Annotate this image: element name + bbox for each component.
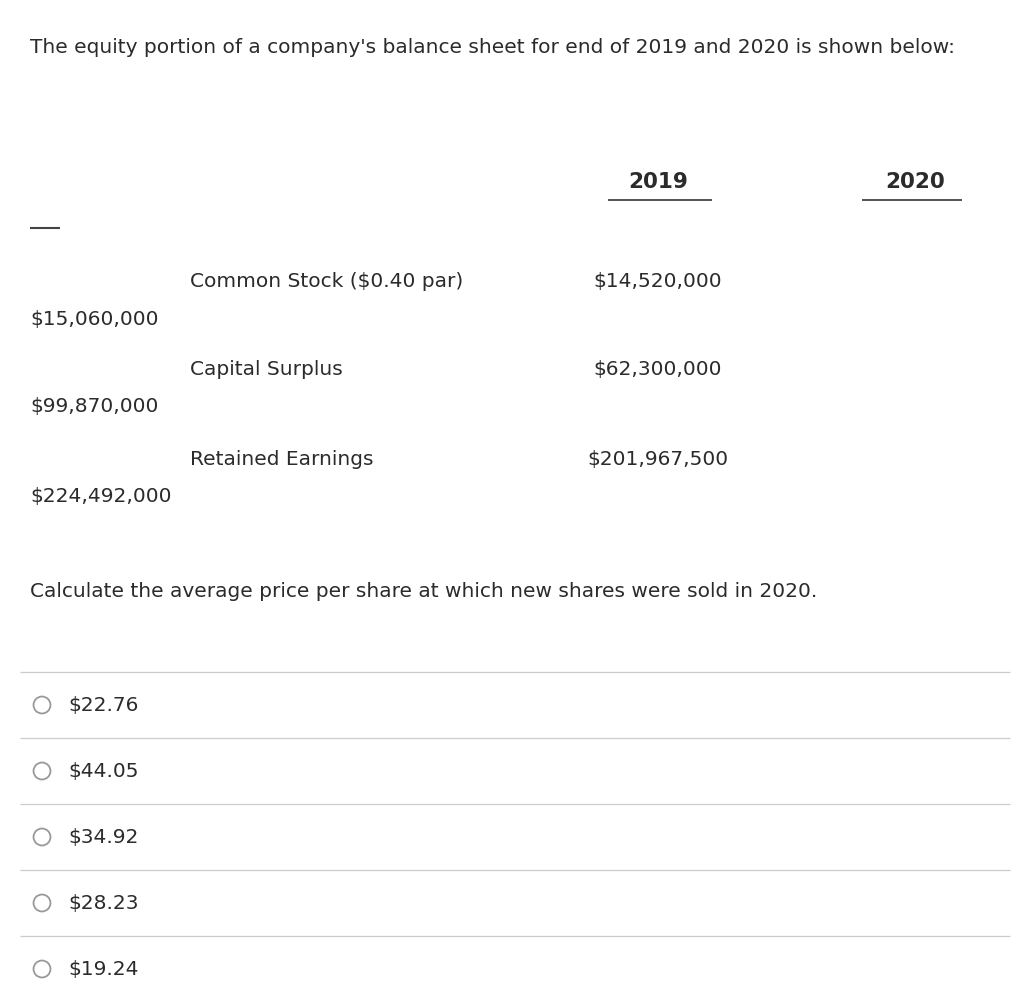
Text: Retained Earnings: Retained Earnings [190,450,374,469]
Text: $62,300,000: $62,300,000 [594,360,722,379]
Text: Capital Surplus: Capital Surplus [190,360,343,379]
Text: Common Stock ($0.40 par): Common Stock ($0.40 par) [190,272,463,291]
Text: Calculate the average price per share at which new shares were sold in 2020.: Calculate the average price per share at… [30,582,817,601]
Text: The equity portion of a company's balance sheet for end of 2019 and 2020 is show: The equity portion of a company's balanc… [30,38,955,57]
Text: $201,967,500: $201,967,500 [588,450,728,469]
Text: $28.23: $28.23 [68,894,138,913]
Text: $34.92: $34.92 [68,828,138,847]
Text: 2020: 2020 [885,172,945,192]
Text: $15,060,000: $15,060,000 [30,310,159,329]
Text: $224,492,000: $224,492,000 [30,487,171,506]
Text: $14,520,000: $14,520,000 [594,272,722,291]
Text: 2019: 2019 [628,172,688,192]
Text: $22.76: $22.76 [68,696,138,715]
Text: $19.24: $19.24 [68,960,138,979]
Text: $99,870,000: $99,870,000 [30,397,159,416]
Text: $44.05: $44.05 [68,762,138,781]
